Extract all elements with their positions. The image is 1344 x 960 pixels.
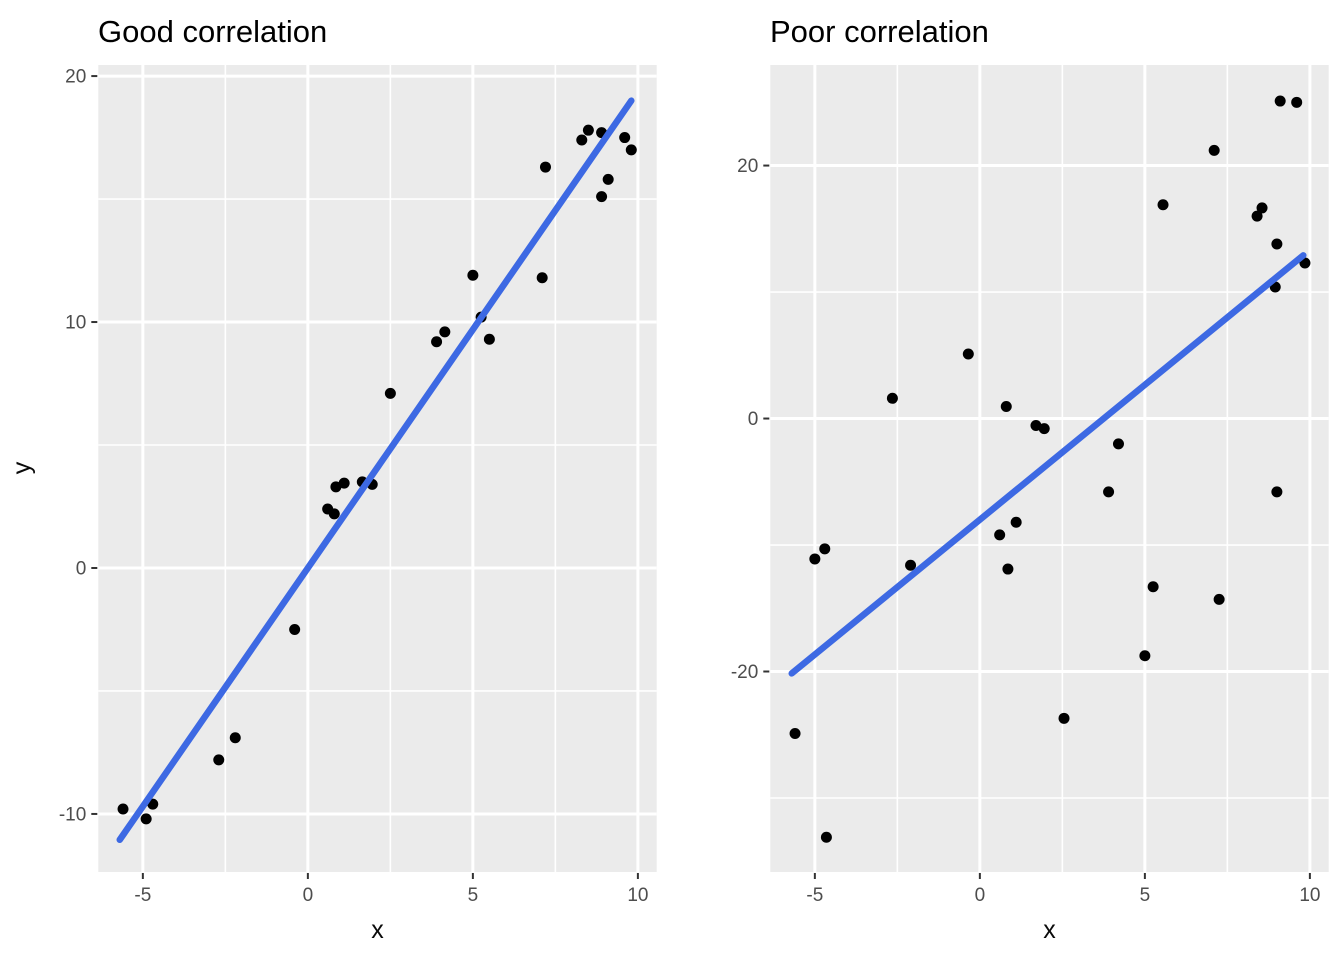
data-point xyxy=(1213,593,1225,605)
tick-label-x: -5 xyxy=(134,885,151,906)
y-axis-title: y xyxy=(8,461,36,474)
data-point xyxy=(1010,516,1022,528)
data-point xyxy=(431,336,443,348)
data-point xyxy=(582,124,594,136)
data-point xyxy=(1271,486,1283,498)
data-point xyxy=(1058,712,1070,724)
data-point xyxy=(1157,199,1169,211)
panel-background xyxy=(770,65,1329,872)
data-point xyxy=(1112,438,1124,450)
tick-label-y: 20 xyxy=(65,67,86,88)
plot-title: Good correlation xyxy=(98,14,327,49)
tick-label-x: 0 xyxy=(303,885,314,906)
data-point xyxy=(289,623,301,635)
data-point xyxy=(439,326,451,338)
trend-line xyxy=(788,252,1307,677)
data-point xyxy=(602,173,614,185)
tick-label-x: 5 xyxy=(468,885,479,906)
data-point xyxy=(467,269,479,281)
plot-good-correlation: -5 0 5 10 -10 0 10 20 Good correlation x y xyxy=(8,14,657,944)
chart-area-left: -5 0 5 10 -10 0 10 20 xyxy=(59,65,657,906)
data-point xyxy=(328,508,340,520)
data-point xyxy=(330,481,342,493)
tick-label-x: 5 xyxy=(1140,885,1151,906)
tick-label-y: 0 xyxy=(76,558,87,579)
data-point xyxy=(886,392,898,404)
data-point xyxy=(905,559,917,571)
tick-label-x: -5 xyxy=(806,885,823,906)
data-point xyxy=(1274,95,1286,107)
data-point xyxy=(1256,202,1268,214)
data-point xyxy=(1291,96,1303,108)
data-point xyxy=(1271,238,1283,250)
data-point xyxy=(536,272,548,284)
data-point xyxy=(1251,210,1263,222)
data-point xyxy=(789,727,801,739)
tick-label-y: -20 xyxy=(731,662,758,683)
plot-title: Poor correlation xyxy=(770,14,989,49)
data-point xyxy=(213,754,225,766)
plot-poor-correlation: -5 0 5 10 -20 0 20 Poor correlation x xyxy=(672,0,1344,960)
data-point xyxy=(338,477,350,489)
data-point xyxy=(1103,486,1115,498)
data-point xyxy=(625,144,637,156)
data-point xyxy=(619,132,631,144)
data-point xyxy=(809,553,821,565)
tick-label-y: 10 xyxy=(65,313,86,334)
data-point xyxy=(962,348,974,360)
data-point xyxy=(1002,563,1014,575)
chart-area-right: -5 0 5 10 -20 0 20 xyxy=(731,65,1329,906)
tick-label-x: 0 xyxy=(975,885,986,906)
data-point xyxy=(117,803,129,815)
data-point xyxy=(1139,650,1151,662)
data-point xyxy=(140,813,152,825)
plot-svg-left: -5 0 5 10 -10 0 10 20 Good correlation x y xyxy=(8,14,657,944)
data-point xyxy=(539,161,551,173)
data-point xyxy=(1000,401,1012,413)
tick-label-y: -10 xyxy=(59,804,86,825)
data-point xyxy=(819,543,831,555)
trend-line xyxy=(116,97,635,844)
tick-label-y: 0 xyxy=(748,409,759,430)
x-axis-title: x xyxy=(371,916,384,944)
tick-label-x: 10 xyxy=(1299,885,1320,906)
data-point xyxy=(820,831,832,843)
data-point xyxy=(576,134,588,146)
data-point xyxy=(483,333,495,345)
data-point xyxy=(1038,423,1050,435)
tick-label-y: 20 xyxy=(737,156,758,177)
data-point xyxy=(1030,419,1042,431)
data-point xyxy=(1208,144,1220,156)
data-point xyxy=(229,732,241,744)
data-point xyxy=(384,387,396,399)
tick-label-x: 10 xyxy=(627,885,648,906)
data-point xyxy=(1147,581,1159,593)
plot-svg-right: -5 0 5 10 -20 0 20 Poor correlation x xyxy=(731,14,1329,944)
data-point xyxy=(994,529,1006,541)
x-axis-title: x xyxy=(1043,916,1056,944)
data-point xyxy=(596,191,608,203)
